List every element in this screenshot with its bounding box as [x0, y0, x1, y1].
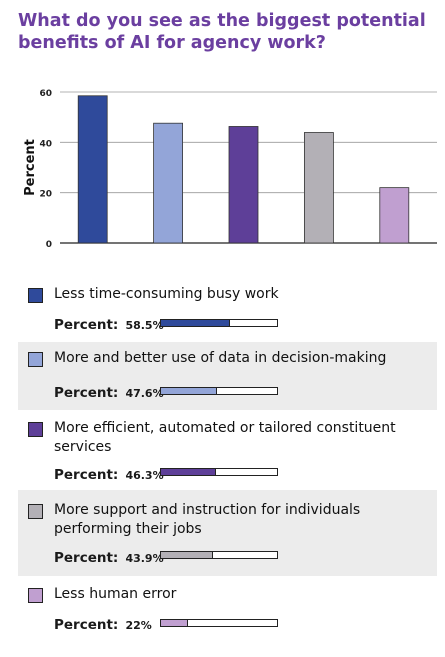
progress-fill — [161, 320, 230, 326]
y-tick-label: 0 — [46, 240, 52, 250]
chart-title: What do you see as the biggest potential… — [18, 11, 426, 53]
percent-key: Percent: — [54, 385, 119, 401]
legend-label: Less time-consuming busy work — [54, 286, 279, 302]
percent-value: 58.5% — [125, 319, 164, 332]
legend-item: More and better use of data in decision-… — [18, 342, 437, 410]
percent-value: 43.9% — [125, 552, 164, 565]
bar-chart: 0 20 40 60 Percent — [23, 89, 437, 250]
y-tick-label: 40 — [39, 139, 52, 149]
legend-swatch — [28, 422, 43, 437]
bar — [153, 122, 184, 244]
bar — [228, 126, 259, 244]
percent-key: Percent: — [54, 550, 119, 566]
legend-swatch — [28, 288, 43, 303]
legend-item: Less time-consuming busy work Percent: 5… — [18, 278, 437, 338]
y-axis-label: Percent — [23, 139, 38, 196]
legend-swatch — [28, 504, 43, 519]
y-tick-label: 20 — [39, 190, 52, 200]
progress-bar — [160, 619, 278, 627]
progress-fill — [161, 388, 218, 394]
percent-readout: Percent: 58.5% — [54, 314, 164, 333]
legend-swatch — [28, 352, 43, 367]
legend-label: More efficient, automated or tailored co… — [54, 420, 396, 455]
progress-fill — [161, 469, 216, 475]
y-tick-label: 60 — [39, 89, 52, 99]
progress-bar — [160, 387, 278, 395]
progress-fill — [161, 620, 188, 626]
percent-readout: Percent: 47.6% — [54, 382, 164, 401]
percent-value: 47.6% — [125, 387, 164, 400]
legend-label: More support and instruction for individ… — [54, 502, 361, 537]
legend-item: More efficient, automated or tailored co… — [18, 412, 437, 488]
progress-fill — [161, 552, 213, 558]
progress-bar — [160, 319, 278, 327]
legend-swatch — [28, 588, 43, 603]
bar — [379, 187, 410, 244]
legend-item: Less human error Percent: 22% — [18, 578, 437, 646]
percent-value: 22% — [125, 619, 152, 632]
legend-label: Less human error — [54, 586, 177, 602]
legend-item: More support and instruction for individ… — [18, 490, 437, 576]
percent-key: Percent: — [54, 467, 119, 483]
percent-readout: Percent: 46.3% — [54, 464, 164, 483]
percent-readout: Percent: 43.9% — [54, 547, 164, 566]
percent-key: Percent: — [54, 617, 119, 633]
bar — [303, 132, 334, 244]
percent-key: Percent: — [54, 317, 119, 333]
progress-bar — [160, 468, 278, 476]
percent-readout: Percent: 22% — [54, 614, 152, 633]
progress-bar — [160, 551, 278, 559]
legend-label: More and better use of data in decision-… — [54, 350, 387, 366]
percent-value: 46.3% — [125, 469, 164, 482]
bar — [77, 95, 108, 244]
